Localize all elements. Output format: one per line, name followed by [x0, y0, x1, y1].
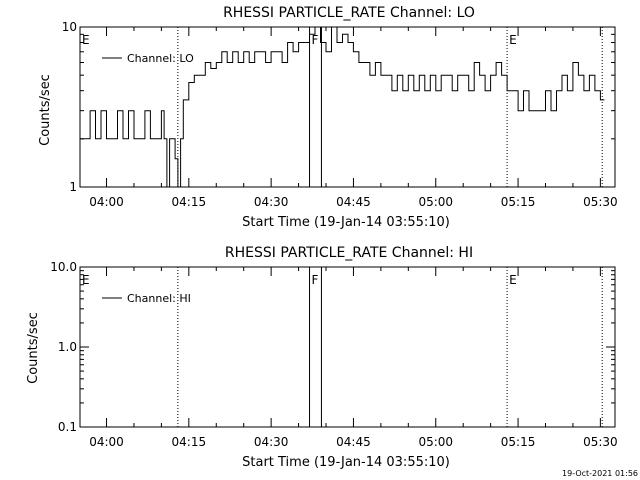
chart-hi-vlines — [177, 267, 603, 427]
chart-lo-xlabel: Start Time (19-Jan-14 03:55:10) — [242, 215, 450, 230]
chart-lo-frame — [79, 26, 616, 188]
footer-timestamp: 19-Oct-2021 01:56 — [562, 469, 638, 478]
event-marker-label: E — [82, 273, 90, 287]
chart-hi-title: RHESSI PARTICLE_RATE Channel: HI — [225, 245, 473, 261]
chart-lo-title: RHESSI PARTICLE_RATE Channel: LO — [223, 5, 475, 21]
event-marker-label: F — [312, 33, 319, 47]
y-tick-label: 10 — [62, 20, 77, 34]
chart-hi: RHESSI PARTICLE_RATE Channel: HI E F E 04:… — [26, 245, 618, 470]
event-marker-label: E — [509, 33, 517, 47]
x-tick-label: 04:30 — [254, 435, 289, 449]
x-tick-label: 05:30 — [583, 195, 618, 209]
x-tick-label: 05:00 — [418, 195, 453, 209]
x-tick-label: 04:00 — [89, 195, 124, 209]
series-line-lo — [80, 26, 605, 188]
chart-hi-yticks: 0.1 1.0 10.0 — [50, 260, 615, 434]
chart-lo-series — [80, 26, 605, 188]
x-tick-label: 04:15 — [172, 435, 207, 449]
x-tick-label: 04:00 — [89, 435, 124, 449]
chart-lo: RHESSI PARTICLE_RATE Channel: LO E F E 04:… — [38, 5, 618, 230]
y-tick-label: 0.1 — [58, 420, 77, 434]
x-tick-label: 05:30 — [583, 435, 618, 449]
y-tick-label: 1 — [69, 180, 77, 194]
chart-lo-legend: Channel: LO — [102, 52, 194, 65]
event-marker-label: E — [82, 33, 90, 47]
chart-hi-xticks: 04:00 04:15 04:30 04:45 05:00 05:15 05:30 — [89, 267, 618, 449]
x-tick-label: 04:30 — [254, 195, 289, 209]
chart-lo-vlines — [177, 27, 603, 187]
chart-hi-ylabel: Counts/sec — [26, 312, 41, 384]
chart-hi-frame — [79, 266, 616, 428]
x-tick-label: 05:00 — [418, 435, 453, 449]
chart-hi-legend: Channel: HI — [102, 292, 191, 305]
x-tick-label: 04:45 — [336, 435, 371, 449]
chart-lo-xticks: 04:00 04:15 04:30 04:45 05:00 05:15 05:30 — [89, 27, 618, 209]
x-tick-label: 05:15 — [501, 435, 536, 449]
x-tick-label: 04:45 — [336, 195, 371, 209]
chart-hi-xlabel: Start Time (19-Jan-14 03:55:10) — [242, 455, 450, 470]
chart-lo-ylabel: Counts/sec — [38, 74, 53, 146]
x-tick-label: 05:15 — [501, 195, 536, 209]
y-tick-label: 10.0 — [50, 260, 77, 274]
chart-lo-legend-label: Channel: LO — [127, 52, 194, 65]
event-marker-label: E — [509, 273, 517, 287]
chart-lo-yticks: 1 10 — [62, 20, 615, 194]
event-marker-label: F — [312, 273, 319, 287]
x-tick-label: 04:15 — [172, 195, 207, 209]
y-tick-label: 1.0 — [58, 340, 77, 354]
chart-hi-legend-label: Channel: HI — [127, 292, 191, 305]
